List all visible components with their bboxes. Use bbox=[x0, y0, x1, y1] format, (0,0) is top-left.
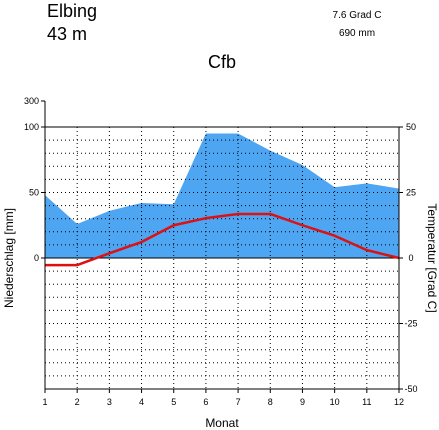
station-name: Elbing bbox=[47, 1, 97, 21]
x-tick-label: 10 bbox=[330, 397, 340, 407]
precipitation-area-layer bbox=[45, 133, 399, 258]
x-tick-label: 1 bbox=[42, 397, 47, 407]
x-tick-label: 3 bbox=[107, 397, 112, 407]
precipitation-area bbox=[45, 133, 399, 258]
x-tick-label: 8 bbox=[268, 397, 273, 407]
station-elevation: 43 m bbox=[47, 24, 87, 44]
right-axis-title: Temperatur [Grad C] bbox=[425, 203, 439, 312]
right-tick-label: -50 bbox=[404, 384, 417, 394]
left-tick-label: 0 bbox=[34, 253, 39, 263]
left-axis-title: Niederschlag [mm] bbox=[2, 208, 16, 308]
x-tick-label: 4 bbox=[139, 397, 144, 407]
grid-layer bbox=[45, 127, 399, 389]
left-tick-label: 50 bbox=[29, 188, 39, 198]
x-tick-label: 11 bbox=[362, 397, 371, 407]
x-tick-label: 5 bbox=[171, 397, 176, 407]
right-tick-label: 25 bbox=[406, 188, 416, 198]
temperature-line bbox=[45, 212, 400, 267]
right-tick-label: -25 bbox=[404, 319, 417, 329]
climate-classification: Cfb bbox=[208, 52, 236, 72]
left-tick-label: 300 bbox=[24, 96, 39, 106]
right-tick-label: 50 bbox=[406, 122, 416, 132]
left-tick-label: 100 bbox=[24, 122, 39, 132]
right-tick-label: 0 bbox=[408, 253, 413, 263]
x-tick-label: 12 bbox=[394, 397, 404, 407]
mean-temperature: 7.6 Grad C bbox=[333, 10, 382, 21]
x-tick-label: 7 bbox=[236, 397, 241, 407]
x-axis-title: Monat bbox=[205, 416, 239, 430]
x-tick-label: 2 bbox=[75, 397, 80, 407]
x-tick-label: 9 bbox=[300, 397, 305, 407]
x-tick-label: 6 bbox=[203, 397, 208, 407]
annual-precipitation: 690 mm bbox=[339, 28, 375, 39]
temperature-line-layer bbox=[45, 212, 400, 267]
